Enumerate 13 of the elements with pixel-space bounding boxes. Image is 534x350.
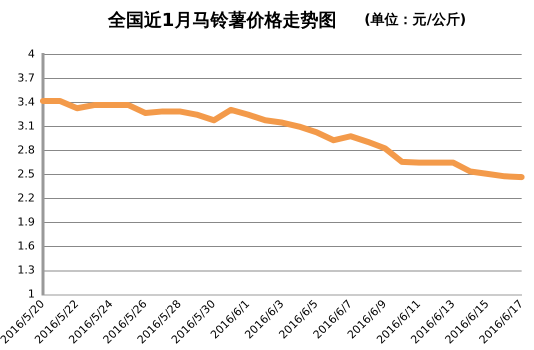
y-tick-label: 2.5	[17, 168, 35, 181]
y-tick-label: 4	[28, 47, 35, 60]
chart-title: 全国近1月马铃薯价格走势图	[108, 9, 336, 32]
y-tick-label: 3.4	[17, 95, 35, 108]
y-tick-label: 1	[28, 288, 35, 301]
y-tick-label: 3.1	[17, 120, 35, 133]
chart-subtitle: (单位：元/公斤)	[364, 11, 466, 29]
y-tick-label: 1.6	[17, 240, 35, 253]
y-tick-label: 1.3	[17, 264, 35, 277]
y-tick-label: 3.7	[17, 71, 35, 84]
y-tick-label: 1.9	[17, 216, 35, 229]
y-tick-label: 2.8	[17, 144, 35, 157]
y-tick-label: 2.2	[17, 192, 35, 205]
